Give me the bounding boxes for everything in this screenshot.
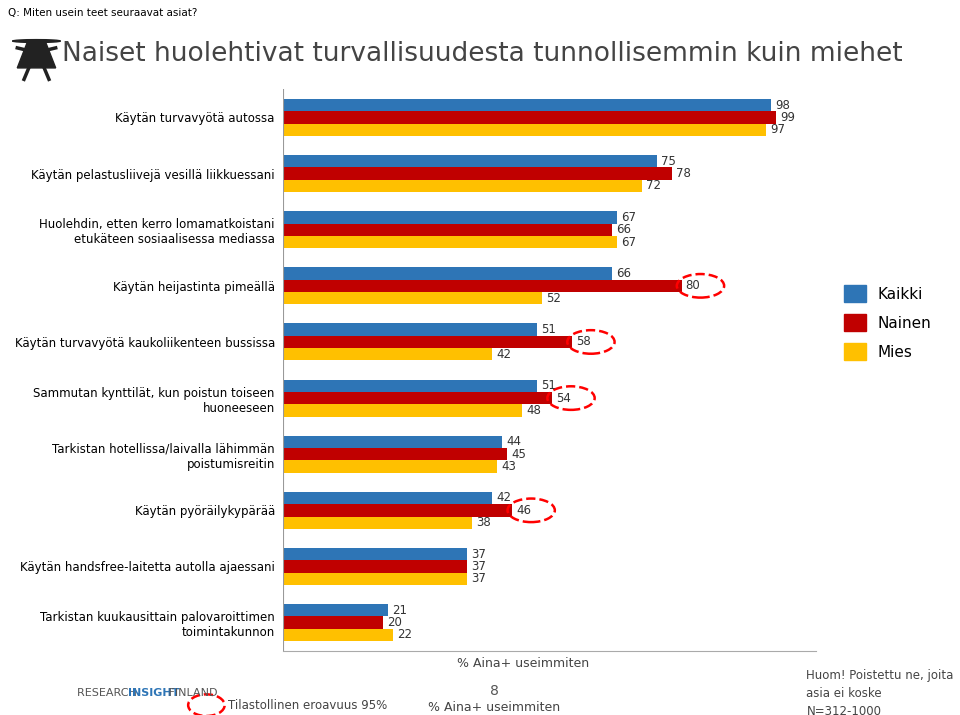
Bar <box>283 561 468 573</box>
Bar <box>283 336 572 348</box>
Bar <box>283 573 468 585</box>
Text: % Aina+ useimmiten: % Aina+ useimmiten <box>428 701 561 714</box>
Text: 8: 8 <box>490 684 499 698</box>
Bar <box>283 392 552 404</box>
Text: 37: 37 <box>471 560 487 573</box>
Text: 43: 43 <box>501 460 516 473</box>
Text: 37: 37 <box>471 548 487 561</box>
Bar <box>283 323 538 336</box>
Text: Tilastollinen eroavuus 95%: Tilastollinen eroavuus 95% <box>228 699 387 711</box>
Text: 66: 66 <box>615 223 631 236</box>
Text: 58: 58 <box>576 335 590 348</box>
Bar <box>283 155 657 167</box>
Text: 51: 51 <box>541 323 556 336</box>
Bar <box>283 124 766 136</box>
Text: 97: 97 <box>770 123 785 137</box>
Text: 42: 42 <box>496 491 512 505</box>
Text: 22: 22 <box>396 628 412 641</box>
Bar <box>283 99 771 112</box>
Text: 46: 46 <box>516 504 531 517</box>
Text: 78: 78 <box>676 167 690 180</box>
Text: INSIGHT: INSIGHT <box>128 689 180 699</box>
Text: 80: 80 <box>685 280 700 292</box>
Bar <box>283 435 502 448</box>
Text: 51: 51 <box>541 379 556 393</box>
Bar <box>283 280 682 292</box>
Bar <box>283 604 388 616</box>
Circle shape <box>12 39 60 42</box>
Bar <box>283 292 542 305</box>
Text: 44: 44 <box>506 435 521 448</box>
Text: 20: 20 <box>387 616 401 629</box>
Text: 38: 38 <box>476 516 492 529</box>
Text: 67: 67 <box>621 235 636 249</box>
Text: Q: Miten usein teet seuraavat asiat?: Q: Miten usein teet seuraavat asiat? <box>8 8 197 17</box>
Bar <box>283 236 617 248</box>
Bar <box>283 504 513 516</box>
Text: 52: 52 <box>546 292 561 305</box>
Bar <box>283 616 383 628</box>
Bar <box>283 548 468 561</box>
Bar <box>283 267 612 280</box>
Text: 54: 54 <box>556 392 571 405</box>
Text: % Aina+ useimmiten: % Aina+ useimmiten <box>457 656 589 670</box>
Bar <box>283 211 617 224</box>
Text: 72: 72 <box>646 179 660 192</box>
Bar <box>283 516 472 529</box>
Text: 75: 75 <box>660 154 676 168</box>
Bar <box>283 112 777 124</box>
Text: 99: 99 <box>780 111 795 124</box>
Text: 66: 66 <box>615 267 631 280</box>
Polygon shape <box>17 44 56 68</box>
Legend: Kaikki, Nainen, Mies: Kaikki, Nainen, Mies <box>838 280 938 366</box>
Bar <box>283 460 497 473</box>
Bar <box>283 404 522 417</box>
Bar <box>283 179 641 192</box>
Bar <box>283 628 393 641</box>
Text: 42: 42 <box>496 347 512 361</box>
Bar <box>283 448 507 460</box>
Text: RESEARCH: RESEARCH <box>77 689 140 699</box>
Text: FINLAND: FINLAND <box>165 689 218 699</box>
Text: 67: 67 <box>621 211 636 224</box>
Bar <box>283 492 492 504</box>
Text: Naiset huolehtivat turvallisuudesta tunnollisemmin kuin miehet: Naiset huolehtivat turvallisuudesta tunn… <box>62 41 903 66</box>
Bar <box>283 224 612 236</box>
Text: 48: 48 <box>526 404 541 417</box>
Bar <box>283 167 672 179</box>
Text: 21: 21 <box>392 603 407 617</box>
Text: 98: 98 <box>775 99 790 112</box>
Text: Huom! Poistettu ne, joita
asia ei koske
N=312-1000: Huom! Poistettu ne, joita asia ei koske … <box>806 669 954 715</box>
Bar <box>283 348 492 360</box>
Text: 45: 45 <box>512 448 526 460</box>
Text: 37: 37 <box>471 572 487 586</box>
Bar <box>283 380 538 392</box>
